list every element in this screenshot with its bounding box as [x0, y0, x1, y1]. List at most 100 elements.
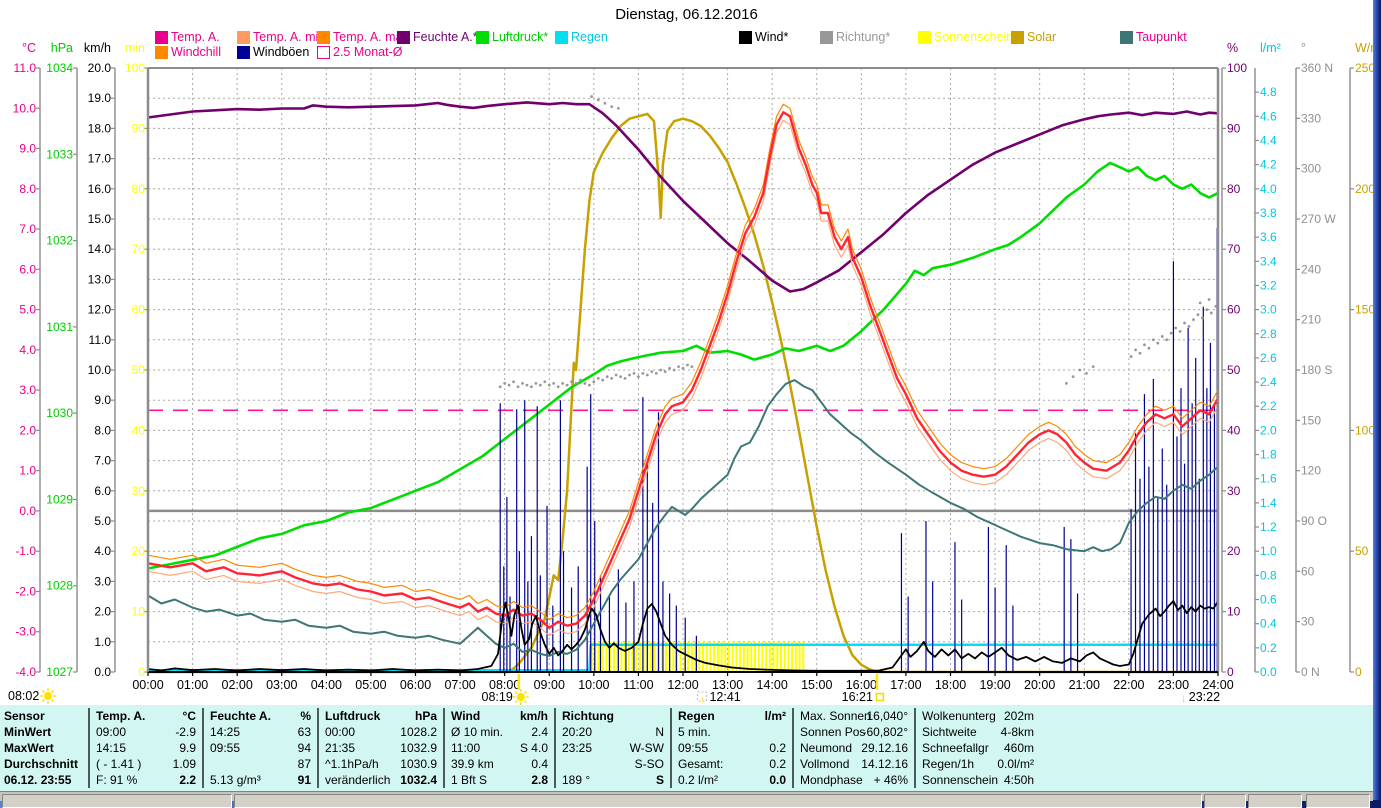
axis-label-sun: 100 [125, 61, 145, 75]
table-separator [317, 708, 319, 788]
table-cell: 63 [297, 725, 311, 739]
axis-label-temp: -2.0 [15, 584, 36, 598]
axis-label-sun: 0 [138, 665, 145, 679]
series-richtung [672, 368, 676, 372]
legend-swatch [317, 46, 330, 59]
table-cell: hPa [414, 709, 437, 723]
axis-label-wind: 10.0 [88, 363, 112, 377]
series-richtung [632, 371, 636, 375]
table-cell: 5 min. [678, 725, 711, 739]
axis-unit-sun: min [125, 41, 145, 55]
series-richtung [681, 366, 685, 370]
axis-label-dir: 90 O [1301, 514, 1327, 528]
statusbar-cell [1306, 794, 1370, 808]
statusbar-cell [234, 794, 1202, 808]
axis-label-temp: 11.0 [14, 61, 37, 75]
axis-label-sun: 20 [132, 544, 146, 558]
x-label: 19:00 [979, 678, 1010, 692]
axis-label-wind: 1.0 [94, 635, 111, 649]
x-label: 21:00 [1069, 678, 1100, 692]
legend-label: Luftdruck* [492, 30, 549, 44]
legend-label: Feuchte A.* [413, 30, 478, 44]
table-cell: Sonnen Pos [800, 725, 866, 739]
table-cell: N [655, 725, 664, 739]
table-separator [443, 708, 445, 788]
table-cell: 1030.9 [400, 757, 437, 771]
marker-label-sunrise: 08:19 [482, 690, 513, 704]
series-richtung [619, 375, 622, 379]
legend-swatch [918, 31, 931, 44]
x-label: 23:00 [1158, 678, 1189, 692]
table-cell: 06.12. 23:55 [4, 773, 72, 787]
series-richtung [592, 380, 596, 384]
series-richtung [1209, 311, 1213, 315]
table-cell: 0.2 l/m² [678, 773, 719, 787]
sun-ray [41, 699, 45, 703]
axis-label-hum: 10 [1227, 605, 1241, 619]
axis-label-temp: 2.0 [19, 423, 36, 437]
table-cell: 14:25 [210, 725, 241, 739]
series-richtung [503, 382, 507, 385]
axis-label-wind: 16.0 [88, 182, 112, 196]
legend-swatch [555, 31, 568, 44]
axis-label-wind: 2.0 [94, 605, 111, 619]
table-cell: 87 [297, 757, 311, 771]
table-cell: 2.2 [179, 773, 196, 787]
moonrise-icon [696, 691, 707, 702]
axis-label-rain: 3.0 [1260, 303, 1277, 317]
axis-label-rain: 4.6 [1260, 109, 1277, 123]
axis-label-hum: 100 [1227, 61, 1247, 75]
table-cell: Schneefallgr [922, 741, 989, 755]
table-cell: 0.0l/m² [997, 757, 1034, 771]
axis-label-wind: 12.0 [88, 303, 112, 317]
x-label: 09:00 [534, 678, 565, 692]
weather-plot: °C -4.0 -3.0 -2.0 -1.0 0.0 1.0 2.0 3.0 4.0 5.0 6.0 7… [8, 41, 1373, 705]
axis-label-rain: 3.4 [1260, 254, 1277, 268]
table-cell: Temp. A. [96, 709, 146, 723]
table-cell: Regen/1h [922, 757, 975, 771]
x-label: 00:00 [132, 678, 163, 692]
axis-label-rain: 2.2 [1260, 399, 1277, 413]
axis-label-rain: 1.0 [1260, 544, 1277, 558]
corner-marker-label: 08:02 [8, 689, 39, 703]
axis-label-temp: 0.0 [19, 504, 36, 518]
sun-ray [514, 700, 518, 704]
x-label: 11:00 [623, 678, 653, 692]
series-richtung [534, 382, 538, 385]
table-separator [202, 708, 204, 788]
legend-label: 2.5 Monat-Ø [333, 45, 403, 59]
series-richtung [686, 363, 689, 367]
table-cell: 460m [1003, 741, 1034, 755]
axis-label-hum: 90 [1227, 121, 1241, 135]
legend-label: Temp. A. [171, 30, 220, 44]
series-solar [148, 112, 1218, 674]
axis-label-dir: 270 W [1301, 212, 1336, 226]
axis-label-dir: 180 S [1301, 363, 1332, 377]
table-cell: 1.09 [172, 757, 196, 771]
series-richtung [570, 380, 573, 384]
series-richtung [1205, 308, 1209, 311]
table-cell: MaxWert [4, 741, 54, 755]
legend-swatch [476, 31, 489, 44]
axis-unit-rain: l/m² [1260, 41, 1281, 55]
axis-label-dir: 360 N [1301, 61, 1333, 75]
series-richtung [498, 385, 502, 389]
series-richtung [530, 385, 533, 389]
axis-label-press: 1031 [46, 320, 73, 334]
series-richtung [610, 376, 614, 380]
table-cell: MinWert [4, 725, 52, 739]
axis-unit-solar: W/m² [1355, 41, 1373, 55]
series-richtung [1207, 298, 1211, 301]
series-richtung [590, 95, 594, 98]
x-label: 13:00 [712, 678, 743, 692]
series-richtung [650, 370, 654, 374]
axis-label-temp: 8.0 [19, 182, 36, 196]
axis-label-rain: 2.8 [1260, 327, 1277, 341]
statusbar-cell [1248, 794, 1302, 808]
table-cell: Vollmond [800, 757, 850, 771]
table-cell: 2.8 [531, 773, 548, 787]
legend-label: Regen [571, 30, 608, 44]
axis-label-press: 1028 [46, 579, 73, 593]
axis-label-sun: 10 [132, 605, 146, 619]
table-cell: veränderlich [325, 773, 391, 787]
